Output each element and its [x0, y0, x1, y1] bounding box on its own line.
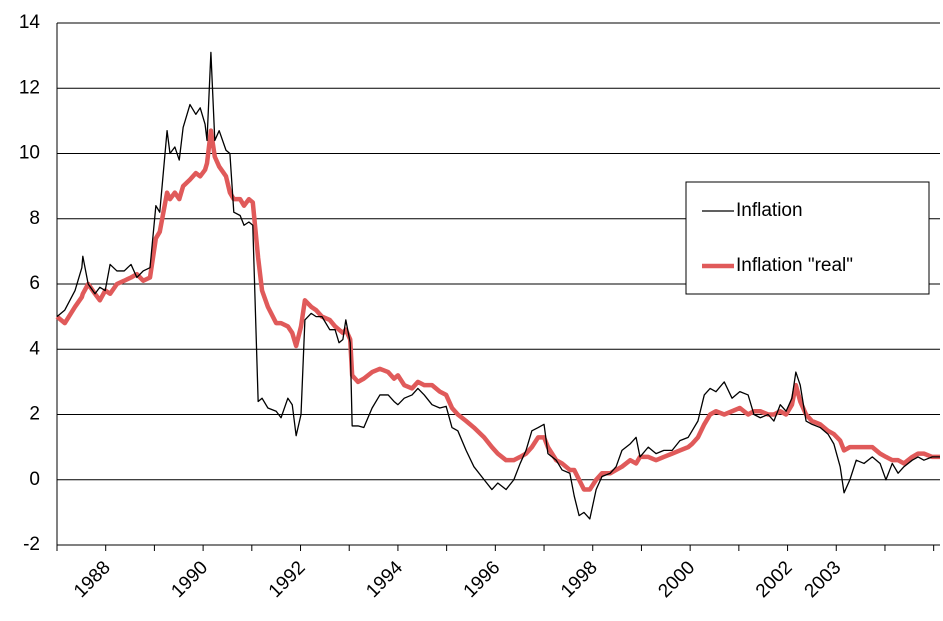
- y-tick-label: 6: [29, 273, 40, 294]
- y-tick-label: 8: [29, 208, 40, 229]
- x-tick-label: 1990: [167, 557, 212, 602]
- x-tick-label: 1994: [362, 557, 407, 602]
- y-tick-label: 2: [29, 404, 40, 425]
- legend-label: Inflation: [736, 200, 803, 221]
- y-tick-label: 10: [19, 143, 40, 164]
- legend-box: [685, 181, 930, 295]
- legend-label: Inflation "real": [736, 255, 853, 276]
- x-tick-label: 1988: [70, 557, 115, 602]
- y-tick-label: 4: [29, 338, 40, 359]
- x-tick-label: 1998: [557, 557, 602, 602]
- y-tick-label: 14: [19, 12, 41, 33]
- x-tick-label: 2002: [752, 557, 797, 602]
- y-tick-label: 12: [19, 77, 40, 98]
- series-line: [56, 51, 940, 520]
- series-line: [55, 128, 940, 492]
- y-tick-label: -2: [23, 534, 40, 555]
- x-tick-label: 2000: [654, 557, 699, 602]
- x-tick-label: 1992: [265, 557, 310, 602]
- x-tick-label: 2003: [801, 557, 846, 602]
- y-tick-label: 0: [29, 469, 40, 490]
- x-tick-label: 1996: [460, 557, 505, 602]
